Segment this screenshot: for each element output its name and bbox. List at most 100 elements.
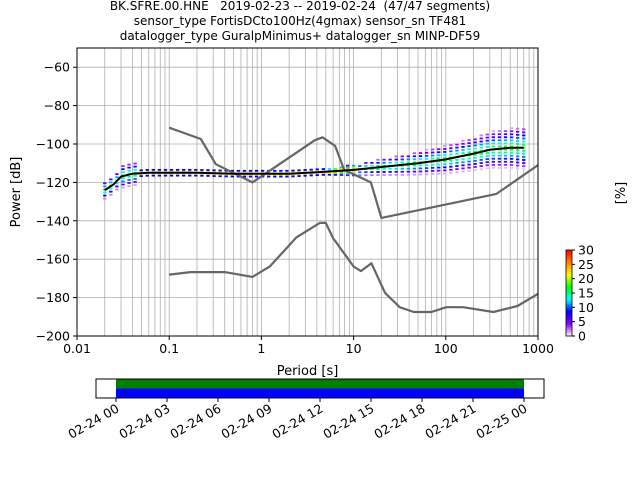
histogram-cell xyxy=(145,170,149,173)
histogram-cell xyxy=(151,170,155,173)
histogram-cell xyxy=(424,170,429,173)
y-tick-label: −80 xyxy=(44,98,70,113)
histogram-cell xyxy=(479,165,483,167)
histogram-cell xyxy=(515,158,520,161)
histogram-cell xyxy=(115,185,119,188)
title-line-1: BK.SFRE.00.HNE 2019-02-23 -- 2019-02-24 … xyxy=(109,0,491,13)
histogram-cell xyxy=(473,150,477,153)
histogram-cell xyxy=(509,151,514,154)
histogram-cell xyxy=(376,168,380,170)
x-tick-label: 10 xyxy=(346,341,362,356)
histogram-cell xyxy=(224,171,228,174)
histogram-cell xyxy=(503,163,508,166)
histogram-cell xyxy=(449,147,453,150)
x-tick-label: 1000 xyxy=(522,341,554,356)
histogram-cell xyxy=(443,166,447,169)
histogram-cell xyxy=(509,127,514,130)
histogram-cell xyxy=(200,169,204,171)
high-noise-model-line xyxy=(168,126,539,219)
mean-psd-line xyxy=(104,146,524,191)
histogram-cell xyxy=(418,164,423,167)
histogram-cell xyxy=(491,163,496,166)
histogram-cell xyxy=(406,161,411,164)
histogram-cell xyxy=(449,144,453,147)
histogram-cell xyxy=(418,167,423,170)
histogram-cell xyxy=(497,136,502,139)
histogram-cell xyxy=(394,170,398,173)
colorbar-segment xyxy=(566,273,572,277)
histogram-cell xyxy=(127,185,131,187)
histogram-cell xyxy=(479,168,483,171)
histogram-cell xyxy=(437,163,441,166)
histogram-cell xyxy=(345,164,350,167)
histogram-cell xyxy=(157,168,162,171)
histogram-cell xyxy=(503,154,508,157)
colorbar-segment xyxy=(566,295,572,298)
histogram-cell xyxy=(364,174,368,177)
histogram-cell xyxy=(109,187,113,190)
histogram-cell xyxy=(424,154,429,157)
histogram-cell xyxy=(509,148,514,151)
histogram-cell xyxy=(157,174,162,177)
histogram-cell xyxy=(406,164,411,167)
histogram-cell xyxy=(443,160,447,163)
histogram-cell xyxy=(485,139,489,142)
timeline-tick-label: 02-24 00 xyxy=(65,401,121,442)
colorbar-segment xyxy=(566,329,572,332)
colorbar-segment xyxy=(566,286,572,289)
x-tick-label: 0.01 xyxy=(63,341,91,356)
histogram-cell xyxy=(418,158,423,161)
histogram-cell xyxy=(194,174,198,177)
histogram-cell xyxy=(522,152,526,155)
histogram-cell xyxy=(248,169,253,172)
histogram-cell xyxy=(376,164,380,167)
histogram-cell xyxy=(212,171,216,174)
histogram-cell xyxy=(515,130,520,133)
histogram-cell xyxy=(497,154,502,157)
colorbar-tick-label: 0 xyxy=(578,329,586,344)
colorbar-segment xyxy=(566,290,572,294)
histogram-cell xyxy=(491,154,496,157)
histogram-cell xyxy=(394,173,398,176)
colorbar-segment xyxy=(566,260,572,264)
histogram-cell xyxy=(473,153,477,156)
x-tick-label: 1 xyxy=(257,341,265,356)
histogram-cell xyxy=(309,174,313,177)
colorbar-segment xyxy=(566,323,572,326)
colorbar-segment xyxy=(566,280,572,283)
histogram-cell xyxy=(424,167,429,170)
histogram-cell xyxy=(418,170,423,173)
title-line-2: sensor_type FortisDCto100Hz(4gmax) senso… xyxy=(133,14,467,28)
histogram-cell xyxy=(103,197,107,200)
histogram-cell xyxy=(430,148,435,151)
colorbar-tick-label: 30 xyxy=(578,243,594,258)
histogram-cell xyxy=(121,177,125,180)
histogram-cell xyxy=(467,163,471,166)
colorbar-tick-label: 25 xyxy=(578,257,594,272)
histogram-cell xyxy=(455,149,459,152)
histogram-cell xyxy=(333,172,338,174)
histogram-cell xyxy=(467,142,471,145)
colorbar-segment xyxy=(566,250,572,253)
histogram-cell xyxy=(467,169,471,172)
y-axis-label: Power [dB] xyxy=(9,157,24,228)
colorbar-segment xyxy=(566,254,572,257)
histogram-cell xyxy=(522,159,526,161)
histogram-cell xyxy=(515,152,520,155)
histogram-cell xyxy=(248,171,253,174)
histogram-cell xyxy=(139,175,143,177)
histogram-cell xyxy=(455,165,459,167)
histogram-cell xyxy=(497,139,502,142)
histogram-cell xyxy=(467,148,471,151)
histogram-cell xyxy=(479,152,483,155)
colorbar-segment xyxy=(566,262,572,266)
histogram-cell xyxy=(412,173,417,176)
histogram-cell xyxy=(455,146,459,149)
histogram-cell xyxy=(115,176,119,179)
histogram-cell xyxy=(109,190,113,193)
histogram-cell xyxy=(443,172,447,175)
histogram-cell xyxy=(400,167,404,170)
histogram-cell xyxy=(491,145,496,148)
histogram-cell xyxy=(254,171,259,174)
histogram-cell xyxy=(121,171,125,174)
